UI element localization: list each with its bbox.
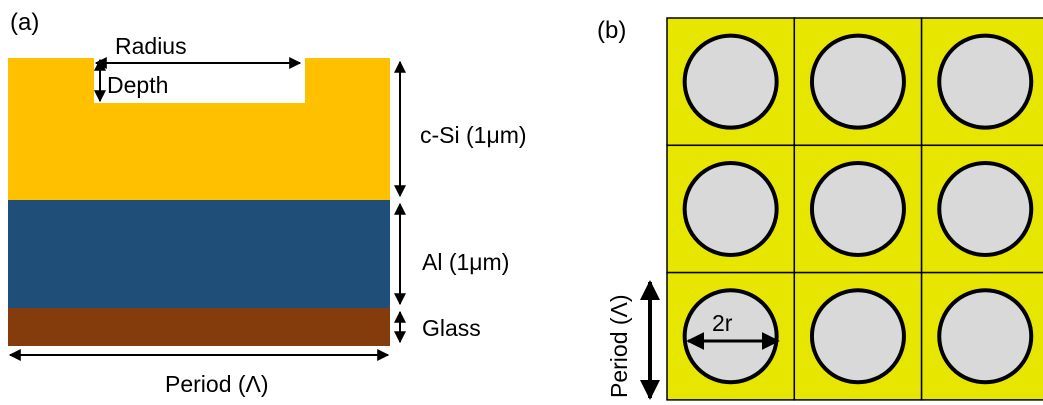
hole xyxy=(812,163,904,255)
diameter-label: 2r xyxy=(712,310,733,336)
panel-b: (b) 2r Period (Λ) xyxy=(597,17,1043,400)
c-si-label: c-Si (1μm) xyxy=(420,122,527,148)
hole-grid xyxy=(667,18,1043,400)
panel-a: (a) Radius Depth c-Si (1μm) Al (1μm) Gla… xyxy=(8,9,527,397)
panel-a-label: (a) xyxy=(10,9,39,36)
glass-layer xyxy=(8,308,390,346)
panel-b-label: (b) xyxy=(597,17,626,44)
c-si-layer xyxy=(8,58,390,200)
al-label: Al (1μm) xyxy=(422,249,509,275)
depth-label: Depth xyxy=(107,72,168,98)
period-vertical-label: Period (Λ) xyxy=(606,294,632,398)
hole xyxy=(939,36,1031,128)
hole xyxy=(812,36,904,128)
al-layer xyxy=(8,200,390,308)
hole xyxy=(812,290,904,382)
hole xyxy=(939,163,1031,255)
hole xyxy=(939,290,1031,382)
hole xyxy=(685,290,777,382)
radius-label: Radius xyxy=(115,33,187,59)
period-label: Period (Λ) xyxy=(165,371,269,397)
hole xyxy=(685,36,777,128)
glass-label: Glass xyxy=(422,315,481,341)
hole xyxy=(685,163,777,255)
